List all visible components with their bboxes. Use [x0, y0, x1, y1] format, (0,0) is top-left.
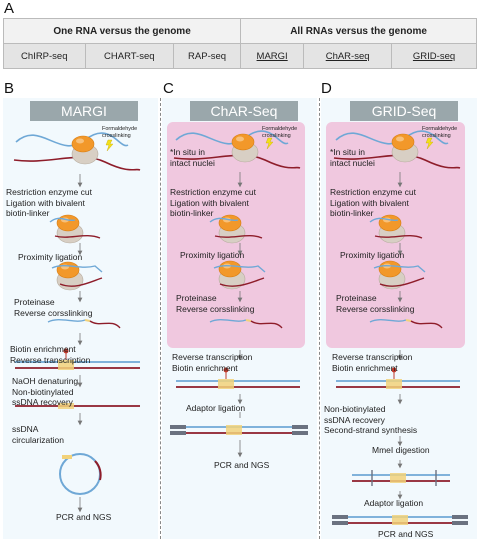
- panel-d-insitu-note: *In situ in intact nuclei: [330, 147, 375, 168]
- panel-b-crosslink-note: Formaldehyde crosslinking: [102, 126, 138, 139]
- panel-d-step-2: Proximity ligation: [340, 250, 405, 260]
- divider-bc: [160, 98, 161, 539]
- method-grid-seq[interactable]: GRID-seq: [391, 43, 477, 69]
- panel-c-step-1: Restriction enzyme cut Ligation with biv…: [170, 187, 256, 218]
- panel-c-letter: C: [163, 80, 174, 97]
- panel-d-step-3: Proteinase Reverse corsslinking: [336, 293, 415, 314]
- panel-b-graphics: [13, 132, 141, 513]
- panel-c-graphics: [170, 130, 308, 458]
- method-char-seq[interactable]: ChAR-seq: [303, 43, 393, 69]
- panel-d-letter: D: [321, 80, 332, 97]
- panel-d-graphics: [332, 130, 468, 525]
- method-margi[interactable]: MARGI: [240, 43, 305, 69]
- panel-d-title: GRID-Seq: [350, 101, 458, 121]
- panel-d-step-7: Adaptor ligation: [364, 498, 424, 508]
- header-one-rna: One RNA versus the genome: [2, 18, 242, 44]
- method-rap-seq: RAP-seq: [173, 43, 242, 69]
- header-all-rnas: All RNAs versus the genome: [240, 18, 477, 44]
- panel-c-final: PCR and NGS: [214, 460, 270, 470]
- panel-d-crosslink-note: Formaldehyde crosslinking: [422, 126, 458, 139]
- panel-c-step-3: Proteinase Reverse corsslinking: [176, 293, 255, 314]
- panel-b-letter: B: [4, 80, 15, 97]
- panel-b-step-2: Proximity ligation: [18, 252, 83, 262]
- panel-c-insitu-note: *In situ in intact nuclei: [170, 147, 215, 168]
- panel-b-step-4: Biotin enrichment Reverse transcription: [10, 344, 91, 365]
- method-chart-seq: CHART-seq: [84, 43, 175, 69]
- method-comparison-table: One RNA versus the genome All RNAs versu…: [2, 18, 477, 69]
- panel-b-final: PCR and NGS: [56, 512, 112, 522]
- divider-cd: [319, 98, 320, 539]
- panel-d-final: PCR and NGS: [378, 529, 434, 539]
- panel-c-crosslink-note: Formaldehyde crosslinking: [262, 126, 298, 139]
- panel-d-step-6: MmeI digestion: [372, 445, 430, 455]
- panel-b-step-1: Restriction enzyme cut Ligation with biv…: [6, 187, 92, 218]
- panel-c-step-5: Adaptor ligation: [186, 403, 246, 413]
- panel-b-step-3: Proteinase Reverse corsslinking: [14, 297, 93, 318]
- panel-b-title: MARGI: [30, 101, 138, 121]
- panel-d-step-1: Restriction enzyme cut Ligation with biv…: [330, 187, 416, 218]
- panel-d-step-5: Non-biotinylated ssDNA recovery Second-s…: [324, 404, 418, 435]
- panel-c-step-2: Proximity ligation: [180, 250, 245, 260]
- panel-b-step-6: ssDNA circularization: [12, 424, 64, 445]
- panel-d-step-4: Reverse transcription Biotin enrichment: [332, 352, 413, 373]
- panel-b-background: [3, 98, 158, 539]
- panel-a-letter: A: [4, 0, 15, 17]
- method-chirp-seq: ChIRP-seq: [3, 43, 86, 69]
- panel-b-step-5: NaOH denaturing Non-biotinylated ssDNA r…: [12, 376, 79, 407]
- panel-c-step-4: Reverse transcription Biotin enrichment: [172, 352, 253, 373]
- panel-c-title: ChAR-Seq: [190, 101, 298, 121]
